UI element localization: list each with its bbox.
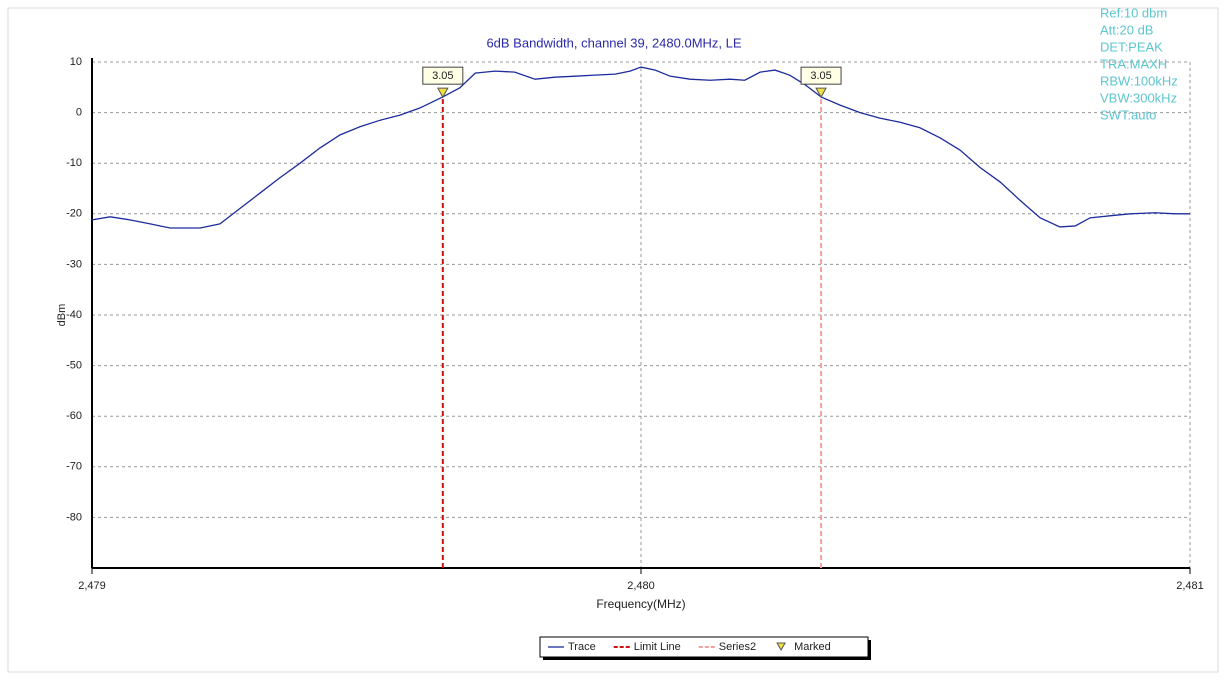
y-tick-label: 10 — [70, 56, 82, 68]
info-text: TRA:MAXH — [1100, 56, 1167, 71]
y-tick-label: -80 — [66, 511, 82, 523]
y-axis-label: dBm — [56, 304, 68, 327]
y-tick-label: -30 — [66, 258, 82, 270]
info-text: Ref:10 dbm — [1100, 5, 1167, 20]
info-text: Att:20 dB — [1100, 22, 1153, 37]
x-axis-label: Frequency(MHz) — [596, 597, 685, 611]
y-tick-label: -10 — [66, 157, 82, 169]
y-tick-label: -40 — [66, 309, 82, 321]
x-tick-label: 2,480 — [627, 580, 655, 592]
y-tick-label: -50 — [66, 360, 82, 372]
legend-swatch — [776, 642, 786, 652]
y-tick-label: -70 — [66, 461, 82, 473]
x-tick-label: 2,479 — [78, 580, 106, 592]
y-tick-label: 0 — [76, 107, 82, 119]
info-text: VBW:300kHz — [1100, 90, 1177, 105]
chart-title: 6dB Bandwidth, channel 39, 2480.0MHz, LE — [486, 35, 741, 50]
marker-label-box — [800, 66, 842, 85]
legend-label: Marked — [794, 641, 831, 653]
legend-label: Series2 — [719, 641, 756, 653]
y-tick-label: -20 — [66, 208, 82, 220]
info-text: SWT:auto — [1100, 107, 1156, 122]
series-line — [91, 66, 1190, 229]
legend — [539, 636, 869, 658]
legend-label: Trace — [568, 641, 596, 653]
info-text: DET:PEAK — [1100, 39, 1163, 54]
marker-label: 3.05 — [810, 70, 831, 82]
marker — [436, 87, 449, 99]
info-text: RBW:100kHz — [1100, 73, 1178, 88]
panel — [7, 7, 1219, 673]
x-tick-label: 2,481 — [1176, 580, 1204, 592]
marker — [815, 87, 827, 99]
legend-label: Limit Line — [634, 641, 681, 653]
y-tick-label: -60 — [66, 410, 82, 422]
marker-label-box — [422, 66, 464, 85]
marker-label: 3.05 — [432, 70, 453, 82]
